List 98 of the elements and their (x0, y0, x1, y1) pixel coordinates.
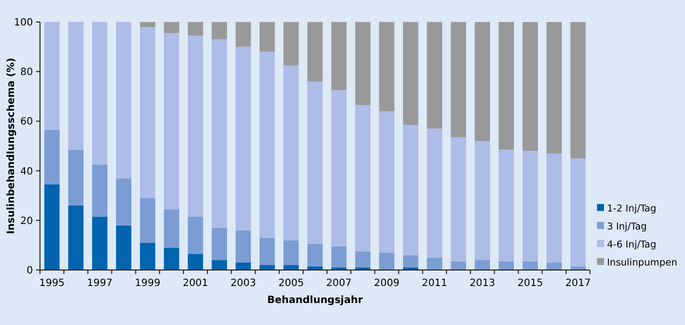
bar (546, 22, 562, 154)
x-tick-label: 2003 (230, 278, 256, 289)
bar (283, 240, 299, 266)
bar (188, 22, 204, 36)
bar (164, 209, 180, 248)
bar (522, 22, 538, 151)
bar (44, 130, 60, 184)
bar (140, 26, 156, 198)
bar (546, 153, 562, 263)
bar (307, 82, 323, 244)
bar (331, 246, 347, 268)
bar (450, 137, 466, 262)
bar (522, 261, 538, 270)
x-tick-label: 2007 (326, 278, 352, 289)
bar (403, 124, 418, 256)
bar (403, 255, 418, 268)
bar (426, 258, 442, 270)
x-tick-label: 1997 (87, 278, 113, 289)
bar (212, 39, 227, 228)
bar (44, 184, 60, 270)
bar (570, 158, 586, 266)
x-tick-label: 2001 (182, 278, 208, 289)
bar (450, 261, 466, 270)
y-tick-label: 80 (20, 67, 33, 78)
bar (44, 22, 60, 130)
bar (164, 248, 180, 270)
bar (140, 22, 156, 27)
bar (260, 238, 275, 266)
legend-label: 4-6 Inj/Tag (607, 239, 656, 250)
x-tick-label: 2013 (470, 278, 496, 289)
bar (212, 22, 227, 40)
bar (426, 22, 442, 129)
bar (188, 254, 204, 270)
bar (236, 46, 251, 230)
bar (140, 242, 156, 270)
x-tick-label: 2011 (422, 278, 448, 289)
bar (283, 65, 299, 240)
bar (403, 22, 418, 125)
bar (546, 262, 562, 270)
bar (116, 22, 132, 178)
bar (474, 260, 490, 270)
x-tick-label: 2005 (278, 278, 304, 289)
bar (68, 206, 84, 270)
bar (355, 105, 370, 252)
bar (68, 22, 84, 150)
legend-label: 1-2 Inj/Tag (607, 203, 656, 214)
y-axis-title: Insulinbehandlungsschema (%) (6, 58, 17, 234)
bar (355, 22, 370, 106)
bar (379, 252, 394, 270)
bar (92, 216, 108, 270)
bar (236, 262, 251, 270)
bar (164, 22, 180, 34)
bar (260, 52, 275, 238)
legend-label: Insulinpumpen (607, 257, 678, 268)
bar (260, 22, 275, 52)
bar (570, 22, 586, 158)
bar (92, 164, 108, 217)
bar (236, 230, 251, 263)
bar (426, 128, 442, 258)
bar (116, 178, 132, 226)
x-tick-label: 2017 (565, 278, 591, 289)
bar (379, 111, 394, 253)
bar (522, 150, 538, 262)
bar (307, 244, 323, 266)
bar (450, 22, 466, 138)
bar (331, 22, 347, 90)
bar (498, 22, 514, 150)
bar (498, 261, 514, 270)
bar (140, 198, 156, 243)
x-tick-label: 1999 (134, 278, 160, 289)
bar (283, 22, 299, 66)
bar (260, 265, 275, 270)
legend-label: 3 Inj/Tag (607, 221, 647, 232)
x-tick-label: 1995 (39, 278, 65, 289)
bar (307, 22, 323, 82)
bar (212, 260, 227, 270)
bar (188, 216, 204, 254)
y-tick-label: 60 (20, 116, 33, 128)
bar (164, 33, 180, 210)
bar (188, 36, 204, 217)
y-tick-label: 20 (20, 216, 33, 227)
bar (92, 22, 108, 165)
y-tick-label: 100 (14, 18, 33, 28)
x-axis-title: Behandlungsjahr (267, 295, 363, 306)
bar (379, 22, 394, 112)
x-tick-label: 2009 (374, 278, 400, 289)
x-tick-label: 2015 (517, 278, 543, 289)
y-tick-label: 40 (20, 166, 33, 178)
bar (474, 22, 490, 142)
bar (498, 150, 514, 262)
bar (236, 22, 251, 47)
bar (212, 228, 227, 260)
bar (68, 150, 84, 206)
bar (116, 225, 132, 270)
bar (355, 251, 370, 268)
bar (331, 90, 347, 246)
bar (474, 141, 490, 260)
y-tick-label: 0 (26, 266, 33, 276)
